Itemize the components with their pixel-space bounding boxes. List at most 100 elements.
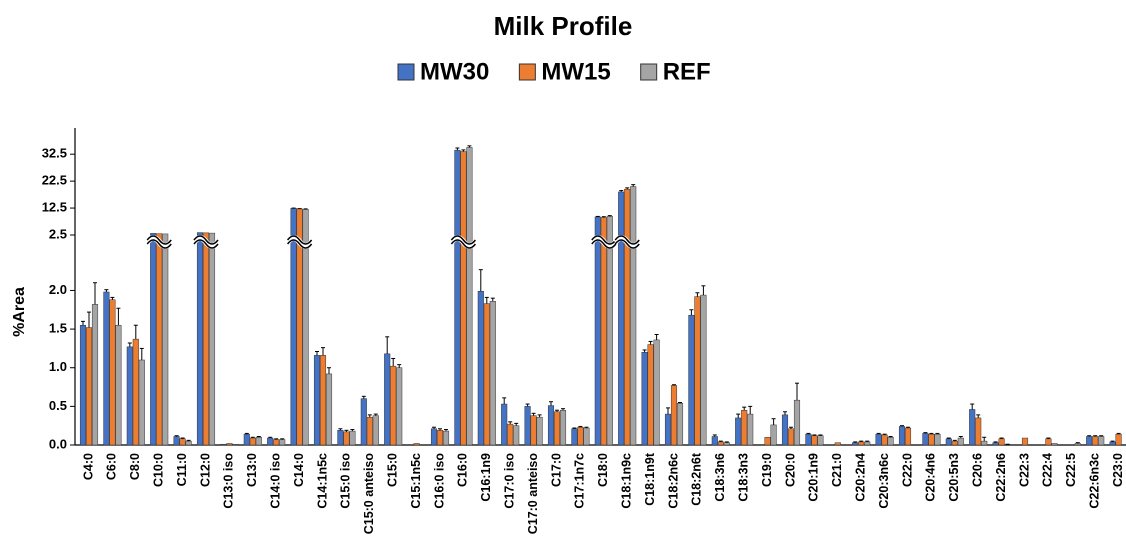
x-tick-label: C22:3 (1017, 453, 1031, 487)
x-tick-label: C11:0 (175, 453, 189, 486)
error-bar (555, 409, 559, 412)
bar (384, 353, 391, 446)
bar (126, 346, 133, 446)
error-bar (748, 405, 753, 415)
legend-label: MW30 (420, 58, 489, 85)
axis-break (146, 235, 172, 245)
bar (103, 291, 110, 446)
bar (79, 324, 87, 446)
bar (179, 438, 186, 446)
x-tick-label: C17:1n7c (573, 453, 587, 509)
error-bar (385, 336, 390, 354)
bar (717, 441, 724, 446)
bar (817, 435, 824, 446)
bar (255, 437, 262, 446)
error-bar (531, 412, 536, 416)
error-bar (478, 269, 483, 292)
bar (805, 433, 812, 446)
x-tick-label: C17:0 iso (502, 453, 516, 509)
x-tick-label: C20:1n9 (807, 453, 821, 502)
error-bar (397, 364, 402, 368)
error-bar (783, 411, 787, 415)
bar (1115, 433, 1122, 446)
x-tick-label: C14:1n5c (315, 453, 329, 509)
x-tick-label: C15:0 iso (339, 453, 353, 509)
bar (513, 425, 520, 446)
bar (1098, 436, 1105, 446)
bar (530, 415, 537, 446)
x-tick-label: C18:1n9t (643, 452, 657, 506)
bar (600, 217, 607, 446)
error-bar (666, 407, 670, 415)
error-bar (514, 422, 519, 426)
x-tick-label: C22:5 (1064, 453, 1078, 487)
y-tick-label: 0.0 (49, 436, 67, 451)
bar (220, 443, 227, 446)
bar (185, 440, 192, 446)
bar (396, 367, 403, 446)
error-bar (718, 440, 723, 442)
error-bar (139, 347, 144, 360)
bar (226, 443, 233, 446)
bar (653, 339, 660, 446)
y-tick-label: 1.5 (49, 321, 67, 336)
x-tick-label: C14:0 (292, 453, 306, 487)
bar (606, 216, 613, 446)
bar (547, 405, 555, 446)
error-bar (812, 434, 817, 436)
error-bar (549, 401, 553, 406)
bar (922, 433, 929, 446)
error-bar (625, 187, 630, 190)
x-tick-label: C19:0 (760, 453, 774, 487)
bar (279, 439, 286, 446)
error-bar (81, 320, 85, 326)
error-bar (601, 216, 606, 218)
bar (735, 417, 742, 446)
error-bar (490, 297, 495, 302)
error-bar (1087, 435, 1092, 437)
bar (664, 413, 672, 446)
error-bar (929, 432, 934, 435)
bar (360, 398, 367, 446)
axis-break (287, 235, 313, 245)
x-tick-label: C10:0 (151, 453, 165, 487)
bar (904, 427, 912, 446)
bar (196, 232, 204, 446)
bar (1109, 441, 1116, 446)
bar (594, 216, 601, 446)
bar (781, 414, 789, 446)
bar (641, 352, 648, 446)
legend-swatch (518, 63, 536, 81)
bar (887, 437, 894, 446)
error-bar (87, 311, 91, 328)
error-bar (876, 432, 881, 435)
bar (700, 294, 707, 446)
axis-break (191, 235, 221, 249)
bar (957, 437, 964, 446)
error-bar (595, 215, 600, 217)
error-bar (631, 184, 636, 187)
bar (343, 431, 350, 446)
error-bar (607, 215, 612, 217)
bar (1086, 436, 1093, 446)
error-bar (712, 434, 717, 437)
bar (770, 424, 777, 446)
bar (173, 436, 180, 446)
x-tick-label: C15:1n5c (409, 453, 423, 509)
bar (413, 443, 420, 446)
error-bar (818, 434, 823, 436)
error-bar (882, 433, 887, 435)
error-bar (391, 357, 396, 367)
error-bar (338, 428, 343, 431)
x-tick-label: C13:0 iso (222, 453, 236, 509)
bar (109, 299, 116, 446)
legend-label: MW15 (541, 58, 610, 85)
error-bar (361, 395, 366, 399)
x-tick-label: C16:0 (456, 453, 470, 487)
error-bar (672, 384, 676, 386)
error-bar (502, 397, 507, 405)
error-bar (561, 408, 565, 411)
x-tick-label: C12:0 (198, 453, 212, 487)
axis-break (449, 235, 478, 249)
bar (156, 233, 163, 446)
